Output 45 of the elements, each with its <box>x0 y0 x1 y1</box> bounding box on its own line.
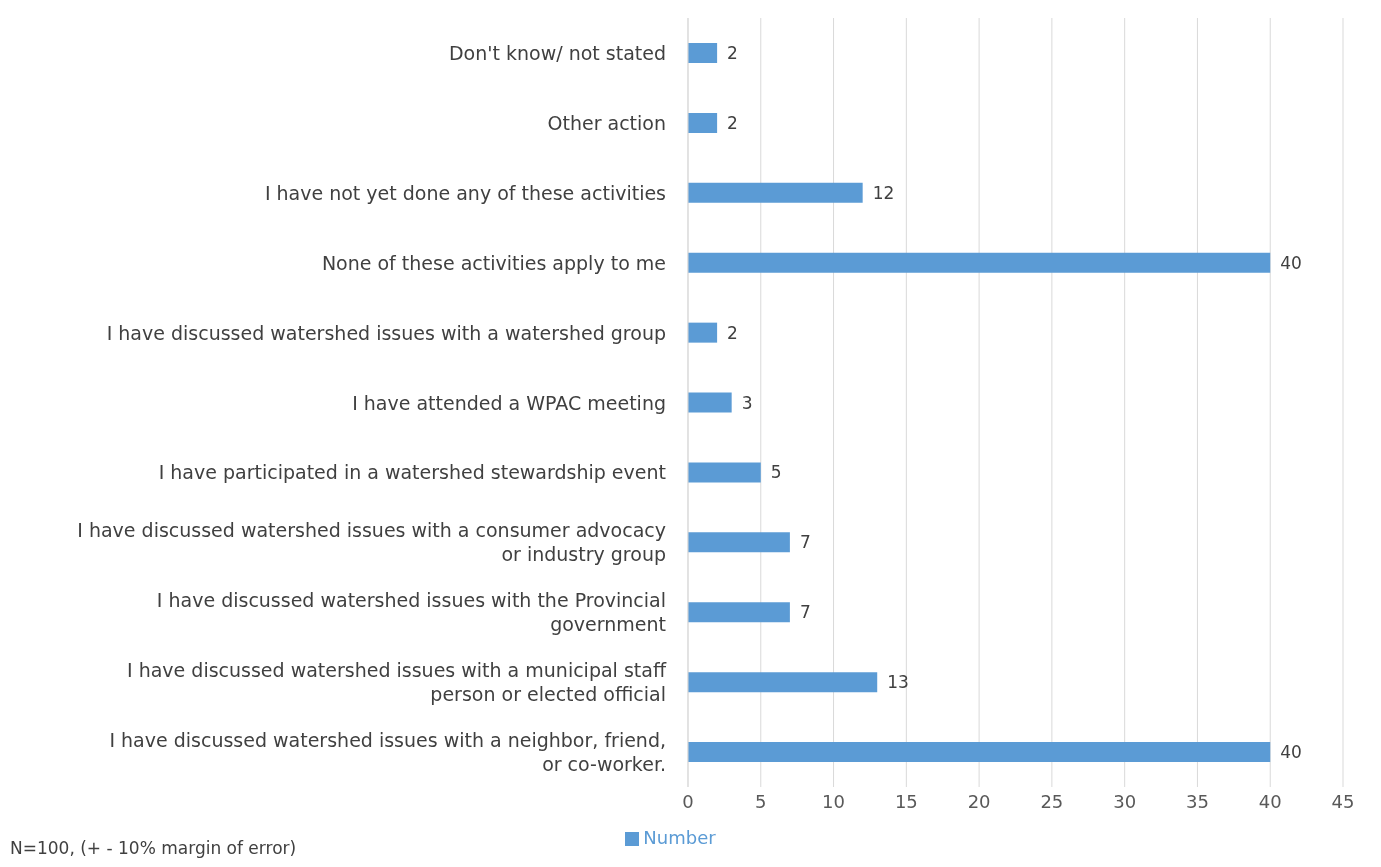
legend-label: Number <box>643 827 716 848</box>
data-label: 7 <box>799 532 811 553</box>
y-tick-label: I have discussed watershed issues with a consumer advocacy or industry group <box>77 519 666 566</box>
x-tick-label: 30 <box>1113 790 1137 812</box>
y-tick-label: I have attended a WPAC meeting <box>352 391 666 414</box>
bar <box>688 462 761 483</box>
data-label: 2 <box>727 43 738 64</box>
y-tick-label: I have discussed watershed issues with the Provincial government <box>156 589 666 636</box>
bar <box>688 182 863 203</box>
bar <box>688 532 790 553</box>
y-tick-label: Other action <box>547 111 666 134</box>
data-label: 3 <box>741 392 753 413</box>
data-label: 2 <box>727 112 738 133</box>
data-label: 2 <box>727 322 738 343</box>
bar <box>688 672 878 693</box>
x-tick-label: 25 <box>1040 790 1064 812</box>
y-tick-label: I have participated in a watershed stewardship event <box>158 461 666 484</box>
x-tick-label: 15 <box>894 790 918 812</box>
y-tick-label: Don't know/ not stated <box>448 41 666 64</box>
bar <box>688 43 718 63</box>
data-label: 40 <box>1280 252 1302 273</box>
y-tick-label: I have discussed watershed issues with a neighbor, friend, or co-worker. <box>109 729 666 776</box>
bar <box>688 112 718 133</box>
bar <box>688 602 790 623</box>
x-tick-label: 40 <box>1258 790 1282 812</box>
data-label: 5 <box>770 462 782 483</box>
x-tick-label: 35 <box>1185 790 1209 812</box>
y-tick-label: I have discussed watershed issues with a watershed group <box>106 321 666 344</box>
x-tick-label: 10 <box>822 790 846 812</box>
data-label: 12 <box>872 182 895 203</box>
data-label: 40 <box>1280 742 1302 763</box>
bar <box>688 322 718 343</box>
x-tick-label: 20 <box>967 790 991 812</box>
x-tick-label: 5 <box>755 790 767 812</box>
y-tick-label: I have discussed watershed issues with a municipal staff person or elected official <box>127 659 667 706</box>
bar <box>688 742 1271 763</box>
data-label: 13 <box>887 672 909 693</box>
x-tick-label: 45 <box>1331 790 1355 812</box>
bar <box>688 392 732 413</box>
y-tick-label: I have not yet done any of these activities <box>264 181 666 204</box>
x-tick-label: 0 <box>682 790 694 812</box>
data-label: 7 <box>799 602 811 623</box>
bar <box>688 252 1271 273</box>
y-tick-label: None of these activities apply to me <box>321 251 666 274</box>
text: N=100, (+ - 10% margin of error) <box>10 838 297 858</box>
